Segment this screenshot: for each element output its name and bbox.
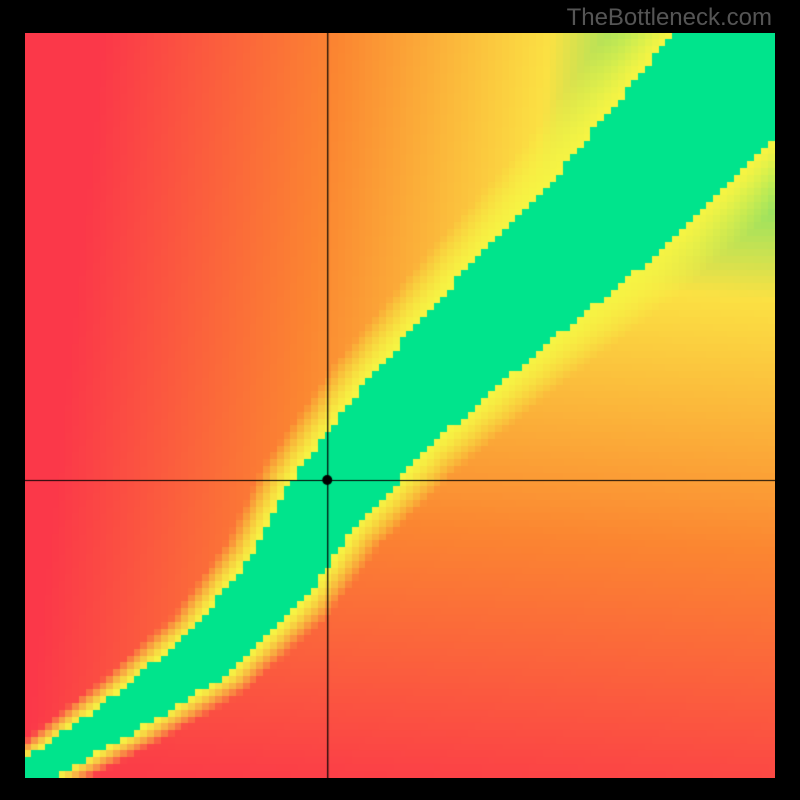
chart-container: TheBottleneck.com [0, 0, 800, 800]
watermark-text: TheBottleneck.com [567, 4, 772, 32]
heatmap-canvas [25, 33, 775, 778]
